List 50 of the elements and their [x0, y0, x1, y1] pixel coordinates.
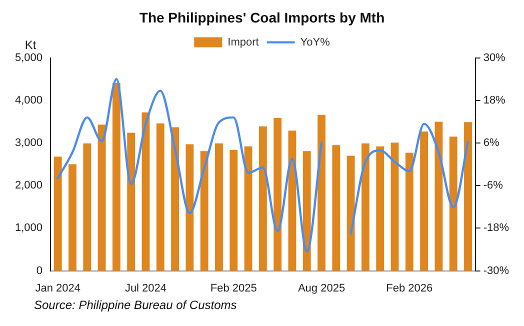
- bar: [112, 82, 120, 271]
- bar: [390, 142, 399, 271]
- y-tick-label: 2,000: [14, 180, 43, 192]
- bar: [318, 114, 326, 271]
- bar: [127, 132, 136, 271]
- y2-tick-label: 18%: [483, 94, 506, 106]
- bar: [362, 143, 370, 271]
- y-tick-label: 1,000: [14, 222, 43, 234]
- bar: [200, 151, 208, 271]
- x-tick-label: Feb 2025: [210, 282, 257, 294]
- y2-tick-label: -30%: [483, 264, 510, 277]
- y-tick-label: 5,000: [14, 52, 43, 64]
- bar: [405, 152, 414, 271]
- bar: [171, 127, 179, 271]
- y-axis-title: Kt: [24, 38, 37, 52]
- chart-title: The Philippines' Coal Imports by Mth: [139, 9, 385, 26]
- y-tick-label: 0: [36, 264, 43, 277]
- y2-tick-label: -6%: [483, 180, 504, 192]
- bar: [68, 164, 76, 271]
- bar: [186, 144, 194, 271]
- bar: [332, 145, 340, 271]
- bar: [230, 150, 238, 271]
- y-tick-label: 4,000: [14, 94, 43, 106]
- bar: [83, 143, 92, 271]
- y2-tick-label: -18%: [483, 222, 510, 234]
- bar: [346, 156, 355, 271]
- bar: [376, 146, 384, 271]
- x-tick-label: Aug 2025: [298, 282, 346, 294]
- legend-label: YoY%: [300, 36, 330, 48]
- bar: [156, 123, 164, 271]
- legend-label: Import: [228, 36, 259, 48]
- x-tick-label: Feb 2026: [386, 282, 433, 294]
- source-note: Source: Philippine Bureau of Customs: [33, 298, 238, 312]
- bar: [434, 122, 443, 271]
- bar: [274, 118, 282, 271]
- bar: [142, 112, 150, 271]
- bar: [98, 124, 106, 271]
- bar: [464, 122, 472, 271]
- bar: [54, 156, 62, 271]
- x-tick-label: Jul 2024: [124, 282, 167, 294]
- y-tick-label: 3,000: [14, 137, 43, 150]
- bar: [215, 143, 223, 271]
- bar: [258, 126, 267, 271]
- bar: [302, 151, 311, 271]
- x-tick-label: Jan 2024: [35, 282, 80, 294]
- bar: [244, 146, 252, 271]
- bar: [449, 136, 458, 271]
- bar: [420, 132, 428, 271]
- y2-tick-label: 6%: [483, 137, 500, 150]
- y2-tick-label: 30%: [483, 52, 506, 64]
